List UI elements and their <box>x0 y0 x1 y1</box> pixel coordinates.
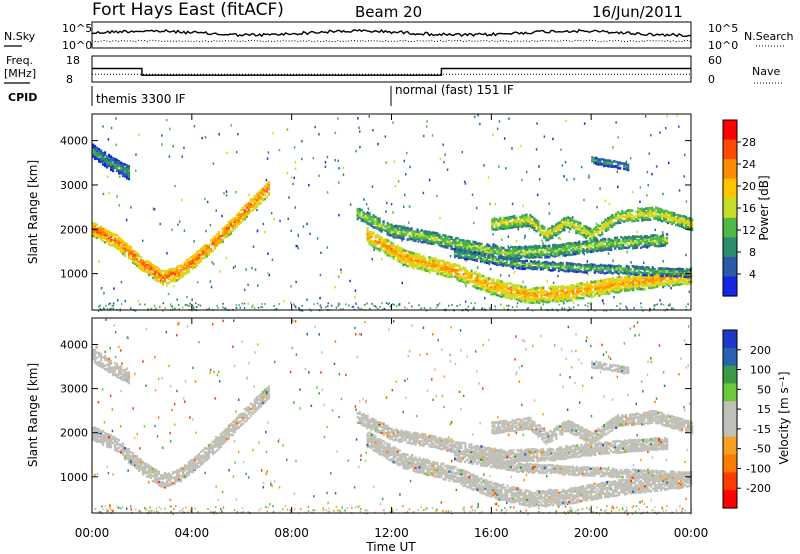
colorbar-segment <box>723 178 737 199</box>
time-tick-labels: 00:00 04:00 08:00 12:00 16:00 20:00 00:00 <box>75 526 709 540</box>
freq-left-tick-high: 18 <box>66 54 80 67</box>
noise-search-line <box>91 39 692 43</box>
colorbar-segment <box>723 472 737 491</box>
cpid-segment-2: normal (fast) 151 IF <box>395 83 514 97</box>
y-tick-label: 3000 <box>60 179 88 192</box>
colorbar-tick-label: 20 <box>742 180 756 193</box>
colorbar-segment <box>723 454 737 473</box>
colorbar-tick-label: -100 <box>746 462 771 475</box>
colorbar-segment <box>723 276 737 297</box>
colorbar-segment <box>723 198 737 219</box>
power-scatter-noise <box>97 114 693 312</box>
colorbar-tick-label: 12 <box>742 224 756 237</box>
beam-title: Beam 20 <box>355 3 422 21</box>
colorbar-tick-label: -50 <box>753 443 771 456</box>
y-tick-label: 2000 <box>60 427 88 440</box>
y-tick-label: 4000 <box>60 338 88 351</box>
colorbar-tick-label: 28 <box>742 136 756 149</box>
velocity-panel: 4000 3000 2000 1000 Slant Range [km] <box>26 317 694 516</box>
freq-left-tick-low: 8 <box>66 73 73 86</box>
colorbar-segment <box>723 401 737 420</box>
y-tick-label: 4000 <box>60 135 88 148</box>
power-y-axis-label: Slant Range [km] <box>26 160 40 264</box>
x-tick-label: 04:00 <box>175 526 210 540</box>
colorbar-segment <box>723 330 737 349</box>
power-x-ticks <box>91 114 692 310</box>
colorbar-tick-label: 8 <box>749 246 756 259</box>
x-tick-label: 16:00 <box>474 526 509 540</box>
noise-left-tick-high: 10^5 <box>62 22 92 35</box>
frequency-line <box>92 67 691 76</box>
colorbar-tick-label: -15 <box>753 423 771 436</box>
x-tick-label: 00:00 <box>674 526 709 540</box>
cpid-segment-1: themis 3300 IF <box>96 92 186 106</box>
nave-label: Nave <box>752 65 780 78</box>
colorbar-tick-label: 100 <box>750 364 771 377</box>
power-echo-bands <box>92 143 694 305</box>
colorbar-segment <box>723 159 737 180</box>
noise-right-tick-high: 10^5 <box>708 22 738 35</box>
noise-panel: 10^5 10^0 10^5 10^0 N.Sky N.Search <box>4 21 794 52</box>
colorbar-tick-label: 200 <box>750 344 771 357</box>
station-title: Fort Hays East (fitACF) <box>92 0 284 20</box>
noise-sky-line <box>91 28 692 38</box>
noise-left-tick-low: 10^0 <box>62 39 92 52</box>
colorbar-segment <box>723 139 737 160</box>
x-axis-label: Time UT <box>365 540 416 554</box>
power-panel: 4000 3000 2000 1000 Slant Range [km] <box>26 113 694 312</box>
colorbar-segment <box>723 490 737 509</box>
colorbar-tick-label: 24 <box>742 158 756 171</box>
velocity-colorbar-label: Velocity [m s⁻¹] <box>777 371 791 464</box>
velocity-colorbar: 200 100 50 15 -15 -50 -100 -200 Velocity [m s⁻¹… <box>722 329 791 509</box>
colorbar-tick-label: -200 <box>746 482 771 495</box>
colorbar-segment <box>723 383 737 402</box>
colorbar-segment <box>723 436 737 456</box>
colorbar-segment <box>723 217 737 238</box>
x-tick-label: 12:00 <box>374 526 409 540</box>
freq-right-tick-low: 0 <box>708 73 715 86</box>
freq-label: Freq. <box>6 54 33 67</box>
colorbar-tick-label: 16 <box>742 202 756 215</box>
x-tick-label: 20:00 <box>574 526 609 540</box>
power-y-ticks: 4000 3000 2000 1000 <box>60 135 691 281</box>
colorbar-tick-label: 4 <box>749 268 756 281</box>
y-tick-label: 1000 <box>60 471 88 484</box>
x-tick-label: 00:00 <box>75 526 110 540</box>
colorbar-segment <box>723 419 737 438</box>
freq-unit-label: [MHz] <box>4 67 36 80</box>
freq-right-tick-high: 60 <box>708 54 722 67</box>
velocity-x-ticks <box>91 318 692 513</box>
colorbar-segment <box>723 365 737 384</box>
x-tick-label: 08:00 <box>274 526 309 540</box>
y-tick-label: 3000 <box>60 383 88 396</box>
nsky-label: N.Sky <box>4 30 36 43</box>
colorbar-segment <box>723 237 737 258</box>
colorbar-tick-label: 50 <box>757 383 771 396</box>
velocity-y-ticks: 4000 3000 2000 1000 <box>60 338 691 484</box>
cpid-panel: CPID themis 3300 IF normal (fast) 151 IF <box>8 83 514 106</box>
nsearch-label: N.Search <box>744 30 794 43</box>
velocity-echo-bands <box>92 348 694 508</box>
colorbar-segment <box>723 256 737 278</box>
noise-right-tick-low: 10^0 <box>708 39 738 52</box>
colorbar-segment <box>723 347 737 367</box>
date-title: 16/Jun/2011 <box>592 3 683 21</box>
velocity-y-axis-label: Slant Range [km] <box>26 363 40 467</box>
y-tick-label: 1000 <box>60 268 88 281</box>
power-colorbar-label: Power [dB] <box>757 175 771 240</box>
frequency-panel: 18 8 60 0 Freq. [MHz] Nave <box>4 54 782 86</box>
cpid-label: CPID <box>8 91 37 104</box>
colorbar-segment <box>723 120 737 141</box>
power-colorbar: 28 24 20 16 12 8 4 Power [dB] <box>722 119 771 297</box>
y-tick-label: 2000 <box>60 223 88 236</box>
colorbar-tick-label: 15 <box>757 403 771 416</box>
